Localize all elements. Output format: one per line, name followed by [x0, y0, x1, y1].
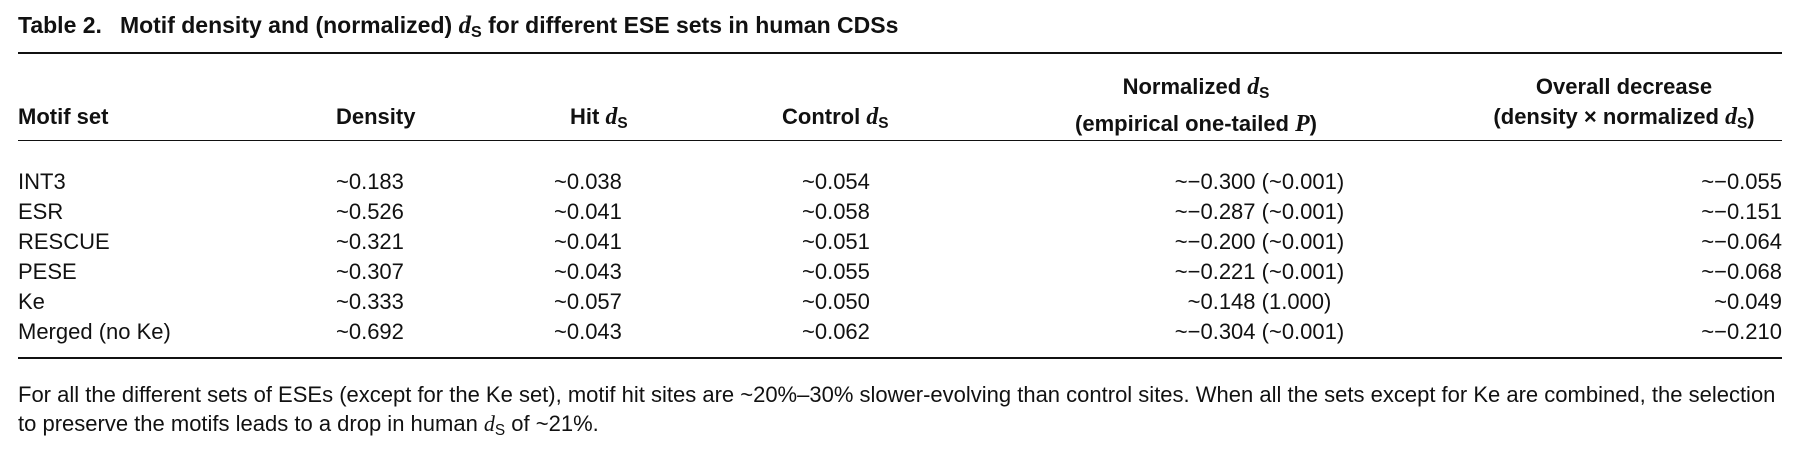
header-control-variable: d	[866, 104, 879, 130]
cell-density: ~0.307	[336, 259, 404, 284]
header-hit-variable: d	[605, 104, 618, 130]
data-table: INT3 ~0.183 ~0.038 ~0.054 ~−0.300 (~0.00…	[18, 167, 1782, 347]
cell-density: ~0.692	[336, 319, 404, 344]
header-overall-line2-variable: d	[1725, 104, 1737, 130]
table-footnote: For all the different sets of ESEs (exce…	[18, 380, 1786, 445]
cell-control-ds: ~0.051	[802, 229, 870, 254]
cell-motif-set: Ke	[18, 289, 45, 314]
cell-control-ds: ~0.050	[802, 289, 870, 314]
header-normalized-line2: (empirical one-tailed P)	[1075, 109, 1317, 139]
header-normalized-line1: Normalized dS	[1075, 72, 1317, 109]
cell-control-ds: ~0.055	[802, 259, 870, 284]
header-normalized-text: Normalized	[1122, 74, 1248, 99]
cell-hit-ds: ~0.057	[554, 289, 622, 314]
cell-motif-set: PESE	[18, 259, 77, 284]
top-rule	[18, 52, 1782, 54]
table-title-end: for different ESE sets in human CDSs	[481, 12, 899, 38]
footnote-subscript: S	[494, 421, 506, 439]
cell-density: ~0.321	[336, 229, 404, 254]
header-normalized-line2-text: (empirical one-tailed	[1075, 110, 1296, 136]
cell-hit-ds: ~0.043	[554, 319, 622, 344]
footnote-end: of ~21%.	[505, 411, 599, 436]
table-caption: Table 2. Motif density and (normalized) d…	[18, 12, 898, 42]
cell-overall-decrease: ~−0.064	[1701, 229, 1782, 254]
header-control-subscript: S	[878, 114, 889, 132]
cell-density: ~0.333	[336, 289, 404, 314]
cell-density: ~0.526	[336, 199, 404, 224]
table-row: Ke ~0.333 ~0.057 ~0.050 ~0.148 (1.000) ~…	[18, 287, 1782, 317]
cell-motif-set: RESCUE	[18, 229, 110, 254]
header-hit-text: Hit	[570, 104, 606, 129]
header-hit-subscript: S	[617, 114, 628, 132]
header-overall-line2: (density × normalized dS)	[1493, 102, 1754, 139]
footnote-variable: d	[483, 411, 495, 436]
header-overall-decrease: Overall decrease (density × normalized d…	[1493, 72, 1754, 139]
cell-hit-ds: ~0.041	[554, 229, 622, 254]
cell-normalized-ds: ~−0.287 (~0.001)	[1174, 199, 1345, 224]
header-control-text: Control	[782, 104, 867, 129]
bottom-rule	[18, 357, 1782, 359]
table-title-start: Motif density and (normalized)	[119, 12, 459, 38]
table-row: INT3 ~0.183 ~0.038 ~0.054 ~−0.300 (~0.00…	[18, 167, 1782, 197]
table-row: Merged (no Ke) ~0.692 ~0.043 ~0.062 ~−0.…	[18, 317, 1782, 347]
cell-overall-decrease: ~−0.210	[1701, 319, 1782, 344]
table-label: Table 2.	[18, 12, 102, 38]
cell-normalized-ds: ~−0.200 (~0.001)	[1174, 229, 1345, 254]
table-row: RESCUE ~0.321 ~0.041 ~0.051 ~−0.200 (~0.…	[18, 227, 1782, 257]
header-hit-ds: Hit dS	[570, 102, 628, 139]
header-overall-line2-end: )	[1747, 104, 1755, 129]
cell-control-ds: ~0.062	[802, 319, 870, 344]
header-normalized-line2-end: )	[1309, 110, 1317, 136]
cell-control-ds: ~0.058	[802, 199, 870, 224]
cell-normalized-ds: ~−0.304 (~0.001)	[1174, 319, 1345, 344]
header-overall-line1: Overall decrease	[1535, 74, 1713, 99]
cell-hit-ds: ~0.043	[554, 259, 622, 284]
header-overall-line2-subscript: S	[1736, 114, 1748, 132]
cell-hit-ds: ~0.041	[554, 199, 622, 224]
header-normalized-ds: Normalized dS (empirical one-tailed P)	[1075, 72, 1317, 139]
header-overall-line2-text: (density × normalized	[1493, 104, 1726, 129]
cell-overall-decrease: ~−0.068	[1701, 259, 1782, 284]
footnote-text: For all the different sets of ESEs (exce…	[18, 382, 1776, 436]
cell-motif-set: ESR	[18, 199, 64, 224]
header-normalized-line2-variable: P	[1295, 110, 1310, 137]
cell-motif-set: INT3	[18, 169, 66, 194]
cell-control-ds: ~0.054	[802, 169, 870, 194]
header-motif-set: Motif set	[18, 104, 109, 129]
cell-normalized-ds: ~0.148 (1.000)	[1187, 289, 1332, 314]
table-row: PESE ~0.307 ~0.043 ~0.055 ~−0.221 (~0.00…	[18, 257, 1782, 287]
header-normalized-subscript: S	[1259, 84, 1270, 102]
table-title-subscript: S	[470, 23, 482, 42]
header-rule	[18, 140, 1782, 141]
cell-density: ~0.183	[336, 169, 404, 194]
cell-normalized-ds: ~−0.300 (~0.001)	[1174, 169, 1345, 194]
table-title-variable: d	[458, 12, 471, 39]
header-control-ds: Control dS	[782, 102, 888, 139]
cell-motif-set: Merged (no Ke)	[18, 319, 171, 344]
cell-overall-decrease: ~−0.151	[1701, 199, 1782, 224]
header-normalized-variable: d	[1247, 74, 1260, 100]
cell-overall-decrease: ~−0.055	[1701, 169, 1782, 194]
table-row: ESR ~0.526 ~0.041 ~0.058 ~−0.287 (~0.001…	[18, 197, 1782, 227]
header-density: Density	[336, 104, 416, 129]
cell-hit-ds: ~0.038	[554, 169, 622, 194]
cell-overall-decrease: ~0.049	[1714, 289, 1782, 314]
cell-normalized-ds: ~−0.221 (~0.001)	[1174, 259, 1345, 284]
